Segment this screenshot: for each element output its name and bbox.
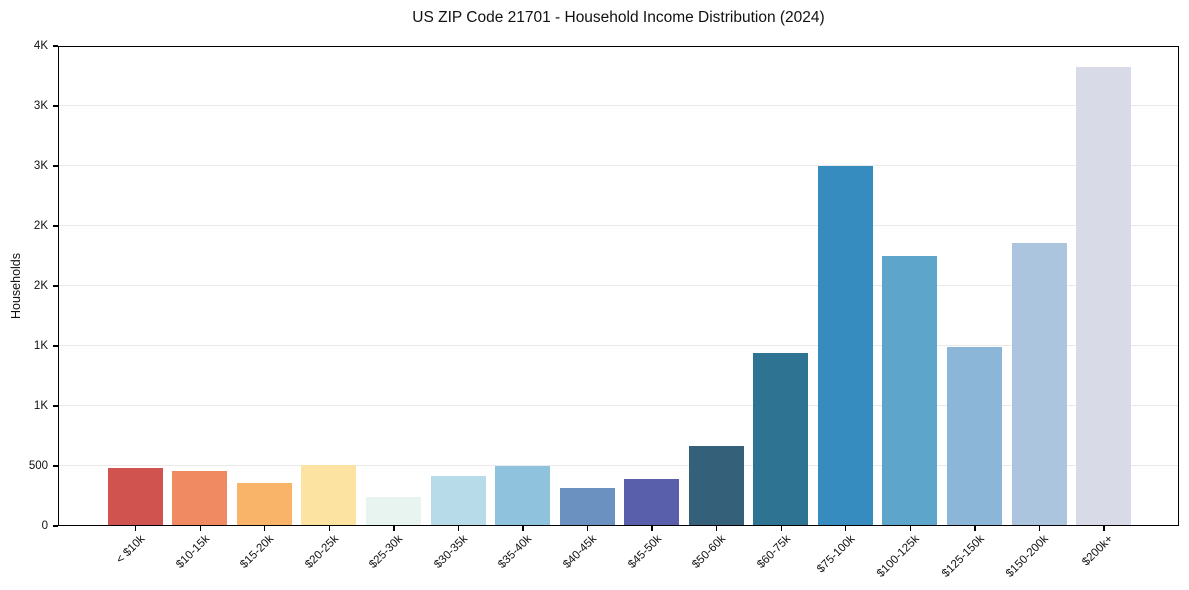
bar-75-100k: [817, 166, 873, 525]
bar-35-40k: [495, 466, 551, 525]
bar-30-35k: [430, 475, 486, 525]
bar-60-75k: [753, 353, 809, 525]
y-tick-label: 3K: [33, 160, 48, 172]
bar-50-60k: [688, 446, 744, 525]
y-tick-label: 0: [41, 520, 48, 532]
x-tick-mark: [586, 526, 589, 531]
x-tick-mark: [135, 526, 137, 531]
bar-45-50k: [624, 479, 680, 525]
gridline: [59, 104, 1178, 106]
x-tick-mark: [328, 526, 331, 531]
bar-10-15k: [172, 471, 228, 525]
x-tick-label: $20-25k: [302, 533, 341, 571]
x-tick-label: < $10k: [114, 533, 148, 567]
bar-200k+: [1076, 66, 1132, 525]
bar-15-20k: [236, 483, 292, 525]
y-tick-label: 3K: [33, 100, 48, 112]
x-tick-mark: [457, 526, 460, 531]
y-tick-label: 1K: [33, 400, 48, 412]
x-tick-mark: [715, 526, 718, 531]
y-tick-label: 2K: [33, 280, 48, 292]
y-tick-label: 1K: [33, 340, 48, 352]
plot-area: [58, 46, 1179, 526]
x-tick-mark: [845, 526, 847, 531]
y-tick-mark: [52, 405, 58, 407]
x-tick-label: $200k+: [1080, 533, 1116, 569]
gridline: [59, 344, 1178, 346]
x-tick-label: $75-100k: [814, 533, 858, 576]
x-tick-label: $15-20k: [238, 533, 277, 571]
bar-25-30k: [366, 497, 421, 525]
x-tick-mark: [780, 526, 782, 531]
x-tick-mark: [909, 526, 911, 531]
y-tick-label: 500: [28, 460, 48, 472]
y-tick-mark: [52, 345, 58, 347]
x-tick-label: $25-30k: [367, 533, 406, 571]
gridline: [59, 164, 1178, 166]
x-tick-label: $150-200k: [1003, 533, 1051, 580]
y-tick-label: 4K: [33, 40, 48, 52]
bar-150-200k: [1011, 243, 1067, 525]
bar-10k: [107, 468, 163, 525]
x-tick-mark: [1038, 526, 1041, 531]
x-tick-mark: [199, 526, 201, 531]
x-tick-label: $100-125k: [874, 533, 922, 580]
x-tick-mark: [522, 526, 524, 531]
x-tick-mark: [1103, 526, 1105, 531]
x-tick-label: $125-150k: [939, 533, 987, 580]
y-tick-mark: [52, 165, 58, 167]
chart-title: US ZIP Code 21701 - Household Income Dis…: [412, 9, 825, 26]
x-tick-label: $60-75k: [754, 533, 793, 571]
y-tick-mark: [52, 525, 58, 527]
bar-20-25k: [301, 465, 357, 525]
y-tick-mark: [52, 225, 58, 227]
x-tick-mark: [393, 526, 395, 531]
x-tick-label: $45-50k: [625, 533, 664, 571]
x-tick-mark: [974, 526, 976, 531]
x-tick-mark: [651, 526, 653, 531]
bar-125-150k: [946, 347, 1002, 525]
gridline: [59, 464, 1178, 466]
x-tick-label: $40-45k: [561, 533, 600, 571]
y-tick-mark: [52, 285, 58, 287]
x-tick-label: $35-40k: [496, 533, 535, 571]
x-tick-mark: [264, 526, 266, 531]
bar-100-125k: [882, 256, 938, 525]
y-tick-label: 2K: [33, 220, 48, 232]
gridline: [59, 284, 1178, 286]
gridline: [59, 224, 1178, 226]
y-tick-mark: [52, 45, 58, 47]
bar-40-45k: [559, 487, 615, 525]
y-tick-mark: [52, 465, 58, 467]
gridline: [59, 404, 1178, 406]
y-tick-mark: [52, 105, 58, 107]
x-tick-label: $10-15k: [173, 533, 212, 571]
x-tick-label: $30-35k: [432, 533, 470, 571]
x-tick-label: $50-60k: [690, 533, 729, 571]
